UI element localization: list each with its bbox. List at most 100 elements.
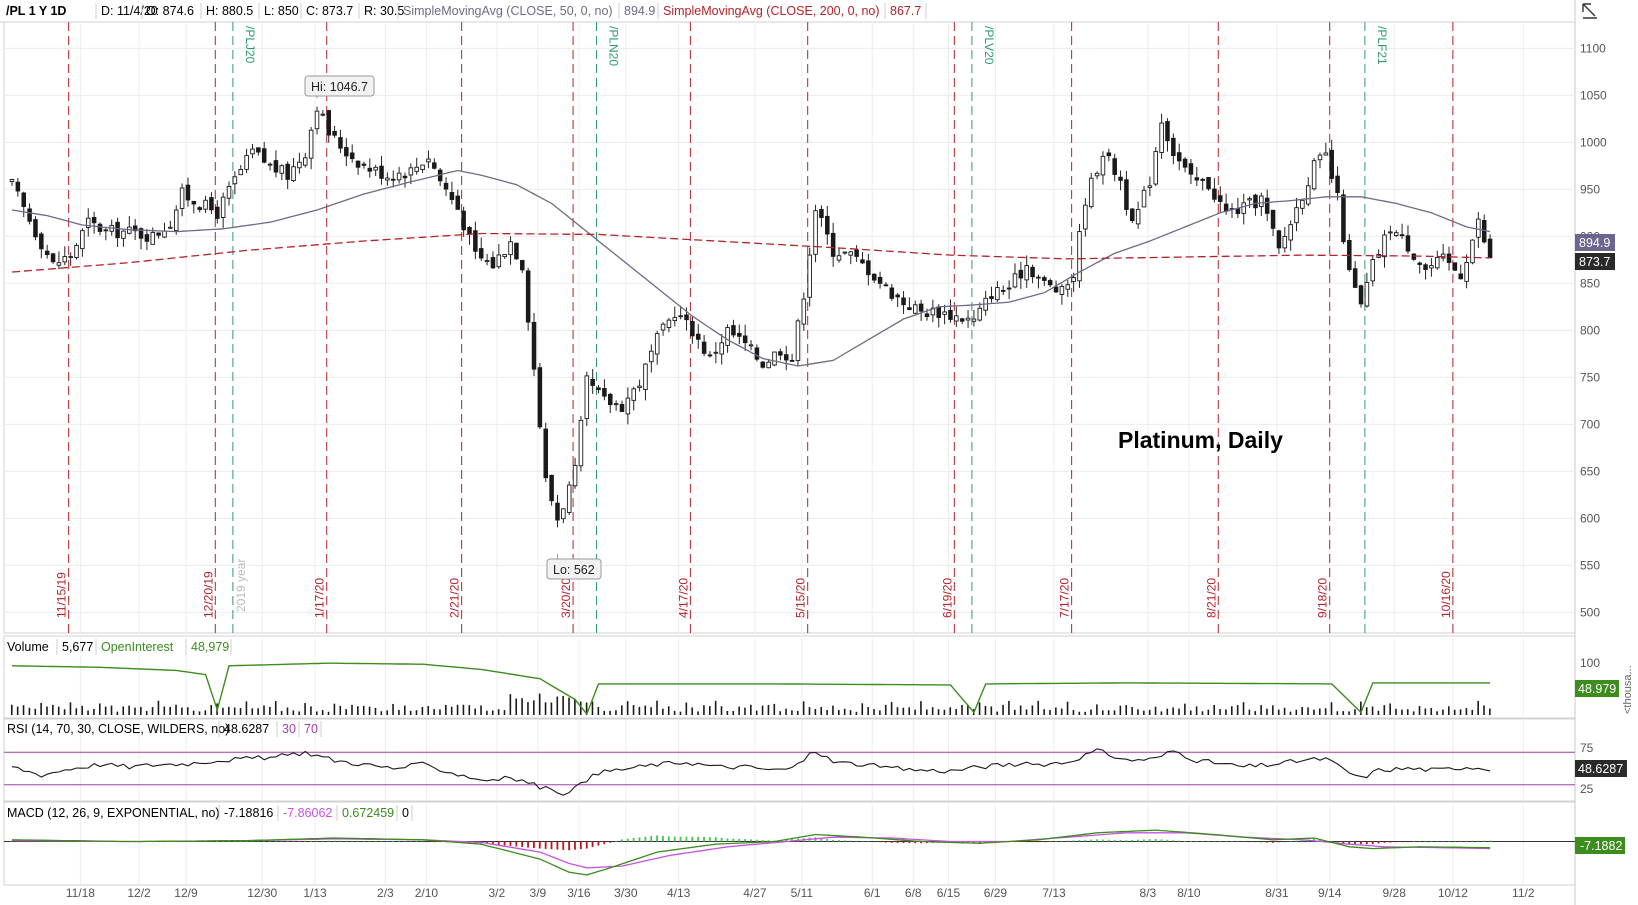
macd-histogram-bar (491, 841, 494, 845)
macd-histogram-bar (855, 840, 858, 842)
volume-bar (884, 704, 887, 715)
candle-body (584, 375, 590, 420)
monthly-expiry-label: 7/17/20 (1058, 578, 1072, 618)
candle-body (954, 315, 959, 322)
macd-histogram-bar (568, 841, 571, 851)
candlestick-series[interactable] (9, 96, 1493, 559)
macd-histogram-bar (697, 836, 700, 842)
macd-histogram-bar (1207, 841, 1210, 842)
candle-body (338, 137, 343, 149)
volume-bar (773, 703, 776, 715)
macd-histogram-bar (632, 838, 635, 842)
macd-histogram-bar (1037, 841, 1040, 843)
axes: 5005506006507007508008509009501000105011… (66, 41, 1607, 900)
contract-roll-label: /PLJ20 (243, 26, 257, 64)
time-tick-label: 5/11 (791, 886, 814, 900)
candle-body (889, 287, 895, 299)
price-tick-label: 1050 (1580, 88, 1607, 102)
volume-bar (714, 700, 717, 715)
volume-panel[interactable] (11, 662, 1491, 716)
volume-bar (445, 704, 447, 715)
macd-histogram-bar (321, 840, 324, 842)
macd-histogram-bar (896, 841, 899, 843)
volume-unit-label: <thousa... (1622, 665, 1634, 714)
rsi-value: 48.6287 (224, 722, 269, 736)
candle-body (478, 248, 484, 259)
expiry-lines: 11/15/19 12/20/19 1/17/20 2/21/20 3/20/20 4/1… (55, 22, 1454, 633)
macd-histogram-bar (720, 837, 723, 842)
time-tick-label: 10/12 (1438, 886, 1468, 900)
time-tick-label: 11/18 (66, 886, 95, 900)
volume-bar (186, 707, 189, 715)
volume-bar (1248, 709, 1251, 715)
macd-histogram-bar (1260, 841, 1263, 843)
candle-body (1176, 152, 1182, 162)
macd-histogram-bar (521, 841, 524, 847)
candle-body (836, 255, 842, 261)
volume-bar (140, 706, 142, 715)
volume-bar (609, 710, 611, 715)
volume-bar (1207, 709, 1210, 715)
macd-histogram-bar (1066, 840, 1069, 842)
candle-body (168, 226, 173, 229)
macd-histogram-bar (439, 841, 441, 843)
volume-title[interactable]: Volume (7, 640, 49, 654)
macd-histogram-bar (245, 841, 248, 843)
candle-body (883, 284, 889, 287)
volume-bar (327, 711, 330, 715)
candle-body (103, 229, 109, 232)
volume-bar (591, 701, 594, 715)
macd-title[interactable]: MACD (12, 26, 9, EXPONENTIAL, no) (7, 806, 220, 820)
volume-bar (16, 706, 19, 715)
hi-callout: Hi: 1046.7 (304, 75, 375, 97)
candle-body (860, 259, 865, 264)
sma200-study-label[interactable]: SimpleMovingAvg (CLOSE, 200, 0, no) (663, 4, 880, 18)
collapse-icon[interactable] (1582, 3, 1597, 19)
candle-body (9, 179, 15, 182)
macd-histogram-bar (433, 841, 436, 843)
volume-bar (456, 704, 459, 715)
volume-bar (1272, 705, 1274, 715)
candle-body (801, 298, 807, 325)
symbol-label[interactable]: /PL 1 Y 1D (6, 4, 66, 18)
macd-histogram-bar (667, 836, 670, 842)
macd-histogram-bar (538, 841, 541, 849)
oi-title[interactable]: OpenInterest (101, 640, 174, 654)
candle-body (390, 178, 396, 181)
volume-bar (28, 707, 31, 715)
volume-value: 5,677 (62, 640, 93, 654)
time-tick-label: 7/13 (1042, 886, 1066, 900)
rsi-panel[interactable] (4, 748, 1575, 796)
macd-histogram-bar (1436, 840, 1439, 842)
candle-body (989, 296, 994, 300)
volume-bar (157, 700, 160, 715)
macd-histogram-bar (902, 841, 905, 844)
candle-body (1188, 163, 1194, 175)
macd-histogram-bar (597, 841, 600, 846)
candle-body (737, 332, 742, 337)
candle-body (807, 254, 812, 298)
contract-roll-label: /PLV20 (982, 26, 996, 65)
candle-body (1364, 282, 1370, 307)
candle-body (1300, 199, 1305, 209)
macd-histogram-bar (1371, 841, 1374, 845)
sma50-study-label[interactable]: SimpleMovingAvg (CLOSE, 50, 0, no) (403, 4, 613, 18)
macd-histogram-bar (1412, 841, 1415, 842)
volume-bar (228, 706, 230, 715)
macd-histogram-bar (967, 841, 969, 843)
macd-panel[interactable] (4, 829, 1575, 876)
candle-body (1212, 188, 1217, 200)
candle-body (1094, 172, 1100, 177)
macd-histogram-bar (1448, 840, 1450, 842)
candle-body (602, 388, 607, 397)
rsi-title[interactable]: RSI (14, 70, 30, CLOSE, WILDERS, no) (7, 722, 229, 736)
volume-bar (597, 707, 600, 715)
candle-body (197, 207, 202, 211)
volume-bar (122, 706, 125, 715)
candle-body (959, 318, 965, 322)
candle-body (1012, 273, 1018, 288)
macd-histogram-bar (1442, 840, 1444, 842)
candle-body (1417, 262, 1422, 265)
